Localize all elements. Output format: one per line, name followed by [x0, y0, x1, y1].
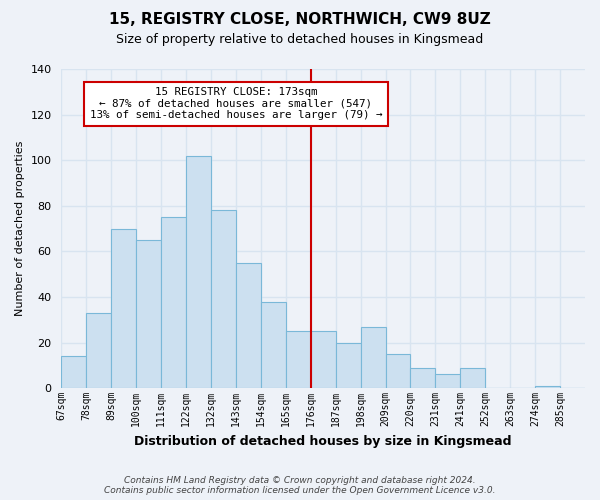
Bar: [211, 210, 236, 388]
Text: Contains HM Land Registry data © Crown copyright and database right 2024.
Contai: Contains HM Land Registry data © Crown c…: [104, 476, 496, 495]
Bar: [361, 326, 386, 388]
Bar: [111, 228, 136, 388]
Bar: [236, 263, 261, 388]
Bar: [311, 331, 335, 388]
Bar: [335, 342, 361, 388]
Bar: [261, 302, 286, 388]
Y-axis label: Number of detached properties: Number of detached properties: [15, 141, 25, 316]
Bar: [136, 240, 161, 388]
X-axis label: Distribution of detached houses by size in Kingsmead: Distribution of detached houses by size …: [134, 434, 512, 448]
Bar: [86, 313, 111, 388]
Text: 15 REGISTRY CLOSE: 173sqm
← 87% of detached houses are smaller (547)
13% of semi: 15 REGISTRY CLOSE: 173sqm ← 87% of detac…: [89, 87, 382, 120]
Bar: [286, 331, 311, 388]
Bar: [460, 368, 485, 388]
Bar: [161, 217, 186, 388]
Text: Size of property relative to detached houses in Kingsmead: Size of property relative to detached ho…: [116, 32, 484, 46]
Bar: [535, 386, 560, 388]
Bar: [410, 368, 436, 388]
Bar: [386, 354, 410, 388]
Bar: [61, 356, 86, 388]
Bar: [186, 156, 211, 388]
Bar: [436, 374, 460, 388]
Text: 15, REGISTRY CLOSE, NORTHWICH, CW9 8UZ: 15, REGISTRY CLOSE, NORTHWICH, CW9 8UZ: [109, 12, 491, 28]
